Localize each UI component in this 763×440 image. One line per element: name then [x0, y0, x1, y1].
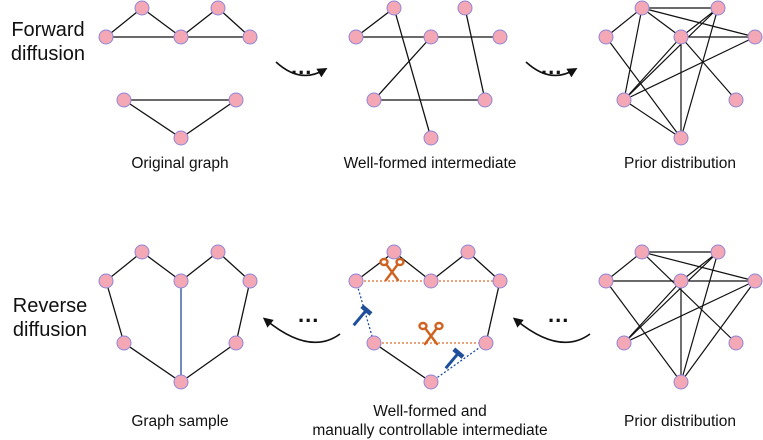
hammer-icon — [444, 347, 465, 370]
sample-graph-nodes — [98, 244, 258, 390]
caption-prior-top: Prior distribution — [624, 155, 736, 172]
caption-controllable-intermediate: Well-formed and manually controllable in… — [290, 402, 570, 440]
caption-original-graph: Original graph — [131, 155, 229, 172]
reverse-label-line1: Reverse — [12, 295, 88, 317]
forward-diffusion-label: Forward diffusion — [0, 18, 96, 66]
reverse-diffusion-label: Reverse diffusion — [2, 294, 98, 342]
caption-prior-bottom: Prior distribution — [624, 413, 736, 430]
controllable-removed-edges — [356, 280, 500, 344]
controllable-graph-nodes — [348, 244, 508, 390]
prior-graph-bottom — [605, 251, 756, 383]
hammer-icon — [352, 304, 373, 327]
controllable-graph — [355, 251, 501, 383]
controllable-added-edges — [355, 280, 487, 383]
prior-graph-top-nodes — [598, 0, 763, 146]
curved-arrow-icon — [512, 317, 591, 344]
forward-label-line1: Forward — [11, 19, 85, 41]
reverse-label-line2: diffusion — [12, 319, 88, 341]
intermediate-graph-nodes — [348, 0, 508, 146]
curved-arrow-icon — [275, 61, 328, 78]
caption-controllable-line1: Well-formed and — [373, 403, 487, 420]
curved-arrow-icon — [262, 317, 341, 344]
caption-controllable-line2: manually controllable intermediate — [312, 422, 548, 439]
original-graph — [105, 7, 251, 139]
curved-arrow-icon — [525, 61, 578, 78]
sample-graph — [105, 251, 251, 383]
forward-label-line2: diffusion — [10, 43, 86, 65]
caption-graph-sample: Graph sample — [131, 413, 229, 430]
scissors-icon — [379, 257, 405, 282]
caption-wellformed-intermediate: Well-formed intermediate — [343, 155, 517, 172]
prior-graph-top — [605, 7, 756, 139]
prior-graph-bottom-nodes — [598, 244, 763, 390]
scissors-icon — [418, 321, 444, 346]
intermediate-graph — [355, 7, 500, 139]
original-graph-nodes — [98, 0, 258, 146]
